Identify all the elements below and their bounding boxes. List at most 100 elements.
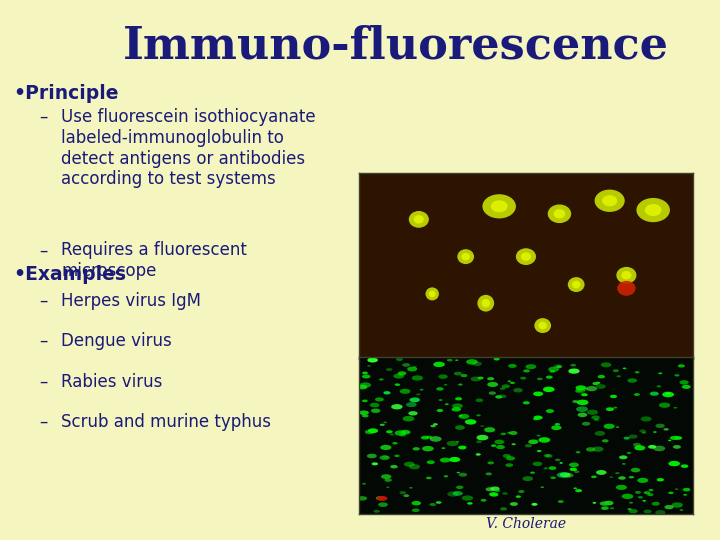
Circle shape <box>472 361 482 366</box>
Circle shape <box>408 411 418 416</box>
Circle shape <box>407 367 417 372</box>
Circle shape <box>518 490 524 493</box>
Circle shape <box>436 409 444 412</box>
Circle shape <box>609 476 613 478</box>
Circle shape <box>533 392 543 396</box>
Circle shape <box>610 395 617 398</box>
Circle shape <box>487 461 494 464</box>
Circle shape <box>500 387 505 390</box>
Circle shape <box>596 384 606 389</box>
Circle shape <box>582 422 590 426</box>
Circle shape <box>503 492 508 495</box>
Circle shape <box>421 436 429 440</box>
Circle shape <box>412 509 420 512</box>
Circle shape <box>480 425 484 427</box>
Circle shape <box>657 478 664 482</box>
Circle shape <box>367 454 377 458</box>
Text: –: – <box>40 332 48 350</box>
Circle shape <box>357 384 367 389</box>
Circle shape <box>402 363 410 367</box>
Circle shape <box>400 430 410 435</box>
Circle shape <box>429 503 436 506</box>
Circle shape <box>413 447 420 450</box>
Circle shape <box>627 508 632 510</box>
Circle shape <box>433 362 445 367</box>
Circle shape <box>633 443 641 447</box>
Circle shape <box>400 491 406 494</box>
Circle shape <box>549 370 555 373</box>
Circle shape <box>621 494 634 499</box>
Circle shape <box>449 457 460 462</box>
Circle shape <box>637 478 648 483</box>
Circle shape <box>507 431 512 434</box>
Ellipse shape <box>616 267 636 284</box>
Circle shape <box>536 435 541 436</box>
Circle shape <box>459 414 469 419</box>
Circle shape <box>400 389 410 394</box>
Ellipse shape <box>617 281 636 296</box>
Circle shape <box>680 464 688 468</box>
Circle shape <box>581 393 588 396</box>
Circle shape <box>426 477 431 480</box>
Circle shape <box>528 440 539 444</box>
Circle shape <box>649 489 654 491</box>
Circle shape <box>427 460 435 464</box>
Circle shape <box>484 427 495 433</box>
Circle shape <box>422 446 433 451</box>
Circle shape <box>433 423 438 426</box>
Text: Scrub and murine typhus: Scrub and murine typhus <box>61 413 271 431</box>
Circle shape <box>603 501 613 505</box>
Circle shape <box>500 433 506 435</box>
Circle shape <box>624 437 630 440</box>
Circle shape <box>395 430 406 436</box>
Circle shape <box>523 369 530 373</box>
Circle shape <box>495 489 500 492</box>
Text: –: – <box>40 373 48 390</box>
Ellipse shape <box>548 205 571 223</box>
Circle shape <box>367 365 371 367</box>
Circle shape <box>380 445 392 450</box>
Circle shape <box>467 502 472 505</box>
Ellipse shape <box>477 295 494 312</box>
Circle shape <box>678 364 685 368</box>
Circle shape <box>525 444 532 448</box>
Ellipse shape <box>491 200 508 212</box>
Circle shape <box>622 463 626 465</box>
Ellipse shape <box>534 318 551 333</box>
Circle shape <box>386 368 392 371</box>
Text: Requires a fluorescent
microscope: Requires a fluorescent microscope <box>61 241 247 280</box>
Ellipse shape <box>426 287 439 300</box>
Circle shape <box>410 397 420 402</box>
Circle shape <box>537 450 541 452</box>
Circle shape <box>376 496 384 500</box>
Circle shape <box>508 364 517 368</box>
Circle shape <box>615 472 620 474</box>
Circle shape <box>570 364 576 367</box>
Circle shape <box>627 378 637 383</box>
Circle shape <box>456 441 459 443</box>
Circle shape <box>616 427 619 428</box>
Circle shape <box>531 503 538 506</box>
Circle shape <box>444 384 447 386</box>
Circle shape <box>465 419 477 424</box>
Circle shape <box>523 476 533 481</box>
Circle shape <box>413 366 417 368</box>
Circle shape <box>558 500 564 503</box>
Circle shape <box>431 425 436 427</box>
Circle shape <box>523 401 530 404</box>
Circle shape <box>570 468 577 471</box>
Circle shape <box>680 380 689 384</box>
Circle shape <box>606 407 614 411</box>
Circle shape <box>491 444 496 447</box>
Circle shape <box>616 485 627 490</box>
Circle shape <box>623 368 626 369</box>
Circle shape <box>657 385 661 387</box>
Circle shape <box>374 510 380 513</box>
Circle shape <box>381 474 392 479</box>
Circle shape <box>598 375 605 379</box>
Circle shape <box>675 436 682 440</box>
Circle shape <box>458 446 467 449</box>
Circle shape <box>416 393 420 395</box>
Text: –: – <box>40 292 48 309</box>
Circle shape <box>534 415 543 420</box>
